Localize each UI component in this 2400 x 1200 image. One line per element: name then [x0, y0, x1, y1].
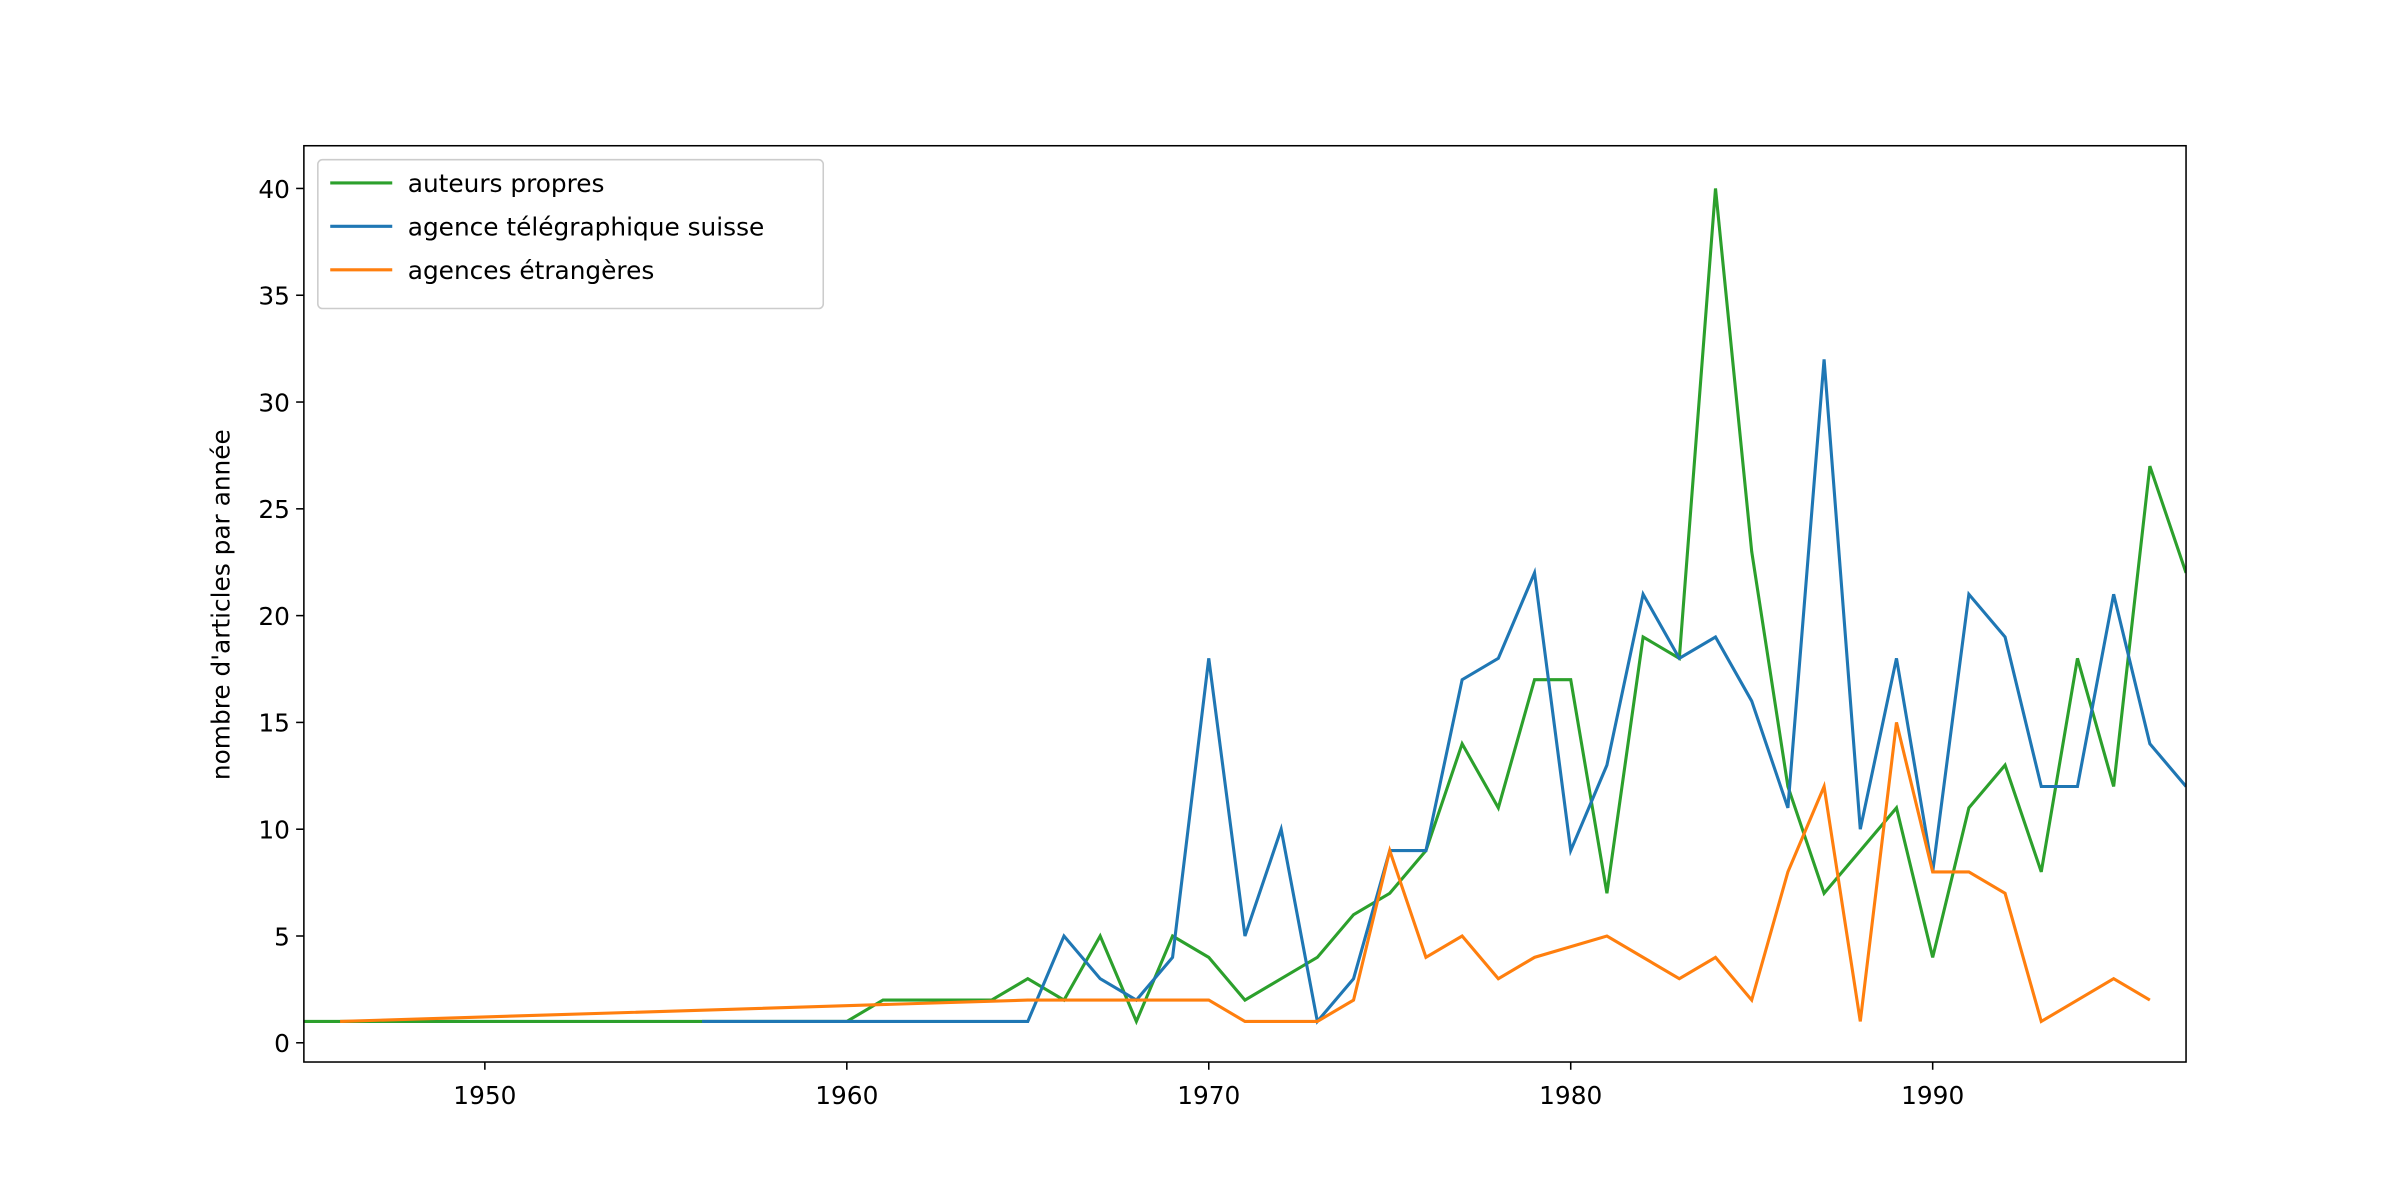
x-tick-label: 1980: [1539, 1081, 1602, 1110]
y-tick-label: 40: [258, 175, 290, 204]
y-tick-label: 5: [274, 922, 290, 951]
y-tick-label: 20: [258, 602, 290, 631]
x-tick-label: 1950: [453, 1081, 516, 1110]
x-tick-label: 1990: [1901, 1081, 1964, 1110]
y-tick-label: 10: [258, 816, 290, 845]
x-tick-label: 1960: [815, 1081, 878, 1110]
legend-box: [317, 158, 825, 310]
legend-label: auteurs propres: [408, 169, 605, 198]
y-tick-label: 30: [258, 388, 290, 417]
y-tick-label: 0: [274, 1029, 290, 1058]
y-tick-label: 15: [258, 709, 290, 738]
plot-frame: [303, 144, 2187, 1063]
series-line: [702, 359, 2187, 1025]
series-line: [303, 188, 2187, 1026]
legend-label: agence télégraphique suisse: [408, 213, 765, 242]
y-tick-label: 25: [258, 495, 290, 524]
legend-label: agences étrangères: [408, 256, 655, 285]
series-line: [340, 722, 2151, 1024]
y-tick-label: 35: [258, 282, 290, 311]
x-tick-label: 1970: [1177, 1081, 1240, 1110]
y-axis-label: nombre d'articles par année: [206, 429, 235, 780]
